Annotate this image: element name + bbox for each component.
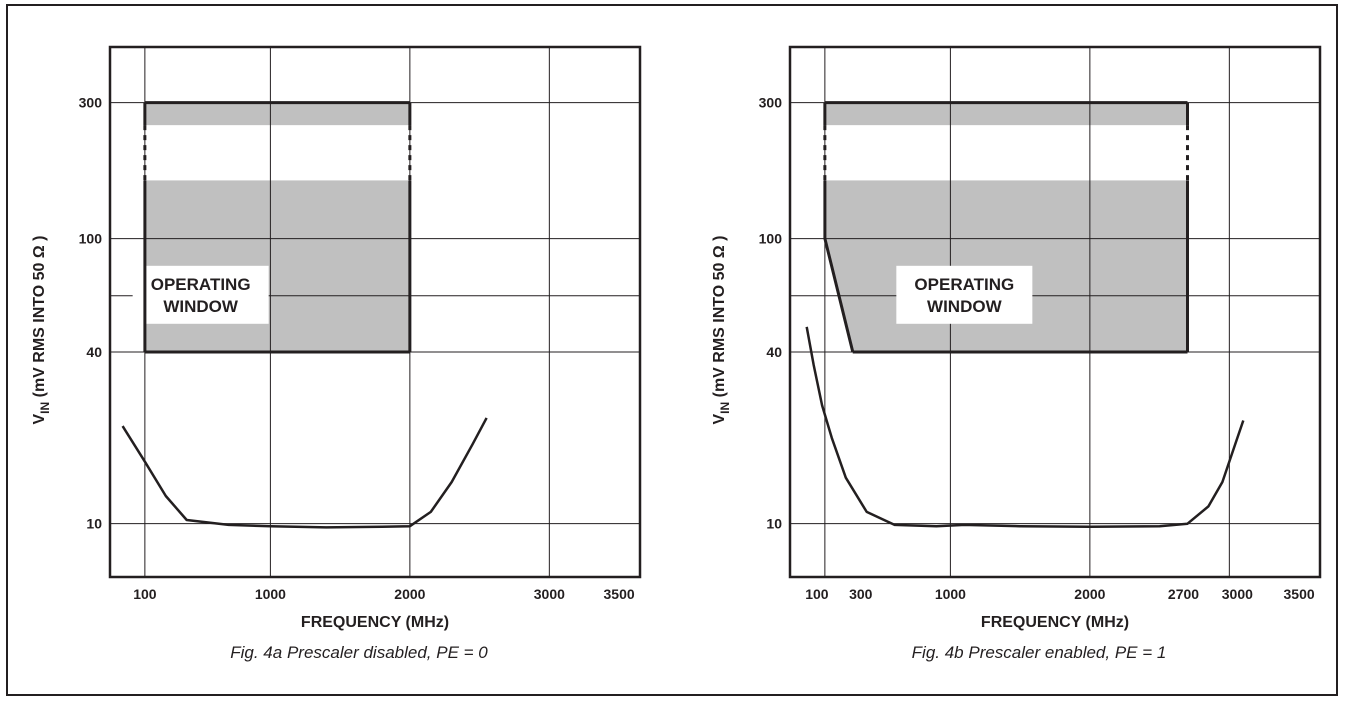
y-tick-label: 10: [766, 516, 782, 532]
x-axis-title: FREQUENCY (MHz): [301, 614, 449, 631]
y-tick-label: 100: [79, 231, 103, 247]
break-band: [144, 125, 410, 181]
sensitivity-curve: [121, 417, 488, 529]
x-tick-label: 2000: [1074, 586, 1105, 602]
y-axis-title-rest: (mV RMS INTO 50 Ω ): [711, 235, 728, 401]
window-label-box: [896, 265, 1033, 324]
window-left-edge-lower: [823, 180, 855, 353]
y-axis-title: VIN (mV RMS INTO 50 Ω ): [711, 235, 732, 424]
window-label-line-2: WINDOW: [927, 297, 1003, 316]
y-tick-label: 100: [759, 231, 783, 247]
figure-caption: Fig. 4a Prescaler disabled, PE = 0: [230, 643, 488, 662]
window-label-line-1: OPERATING: [151, 275, 251, 294]
x-tick-label: 3500: [604, 586, 635, 602]
chart-fig-4a: OPERATING WINDOW 300 100 40 10 100 1000 2000 3000…: [31, 45, 642, 662]
x-tick-label: 3000: [1222, 586, 1253, 602]
y-axis-title-rest: (mV RMS INTO 50 Ω ): [31, 235, 48, 401]
x-tick-label: 2000: [394, 586, 425, 602]
x-tick-label: 1000: [935, 586, 966, 602]
y-tick-label: 40: [766, 344, 782, 360]
y-axis-title-v: V: [31, 414, 48, 425]
y-tick-label: 10: [86, 516, 102, 532]
y-tick-label: 40: [86, 344, 102, 360]
plot-border: [788, 45, 1322, 579]
figure-caption: Fig. 4b Prescaler enabled, PE = 1: [912, 643, 1167, 662]
break-band: [824, 125, 1188, 181]
x-tick-label: 100: [805, 586, 829, 602]
y-axis-title-v: V: [711, 414, 728, 425]
window-label-line-1: OPERATING: [914, 275, 1014, 294]
x-tick-label: 3000: [534, 586, 565, 602]
window-label-line-2: WINDOW: [163, 297, 239, 316]
y-axis-title-subscript: IN: [718, 402, 732, 414]
x-tick-label: 300: [849, 586, 873, 602]
y-axis-title-subscript: IN: [38, 402, 52, 414]
figure-frame: [6, 4, 1338, 696]
window-label-box: [132, 265, 269, 324]
x-axis-title: FREQUENCY (MHz): [981, 614, 1129, 631]
x-tick-label: 2700: [1168, 586, 1199, 602]
x-tick-label: 1000: [255, 586, 286, 602]
y-tick-label: 300: [759, 95, 783, 111]
chart-fig-4b: OPERATING WINDOW 300 100 40 10 100 300 1000 2000 2…: [711, 45, 1322, 662]
y-axis-title: VIN (mV RMS INTO 50 Ω ): [31, 235, 52, 424]
x-tick-label: 100: [133, 586, 157, 602]
sensitivity-curve: [805, 326, 1245, 529]
y-tick-label: 300: [79, 95, 103, 111]
x-tick-label: 3500: [1284, 586, 1315, 602]
plot-border: [108, 45, 642, 579]
